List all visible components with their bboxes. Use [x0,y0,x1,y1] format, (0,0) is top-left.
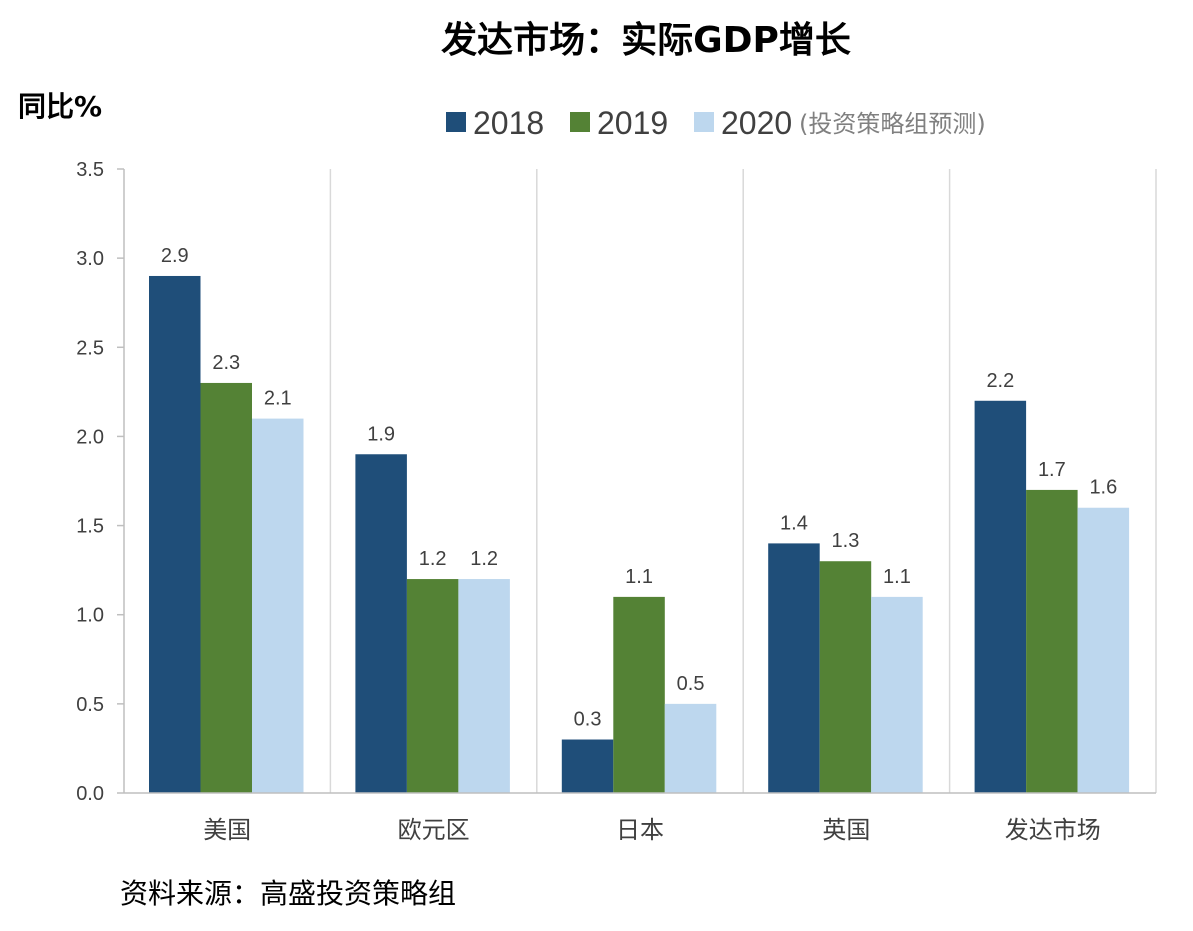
bar-2018 [561,739,614,793]
y-tick-label: 2.0 [76,426,104,448]
y-tick-label: 3.5 [76,159,104,181]
y-tick-label: 1.5 [76,516,104,538]
data-label: 1.1 [625,566,653,588]
legend: 2018 2019 2020 (投资策略组预测) [446,105,986,141]
legend-label: 2019 [597,105,668,141]
bar-2020 [1077,507,1130,793]
data-label: 1.6 [1089,477,1117,499]
chart-title: 发达市场：实际GDP增长 [441,20,851,61]
bar-2019 [1026,489,1078,793]
category-separators [329,169,1157,793]
data-label: 2.3 [212,352,240,374]
legend-swatch [694,112,714,132]
bar-2019 [406,579,459,793]
y-axis-label: 同比% [18,90,102,123]
x-tick-label: 美国 [203,816,251,844]
bar-2019 [613,596,665,793]
source-note: 资料来源：高盛投资策略组 [120,877,456,910]
data-label: 1.4 [780,512,808,534]
bar-2019 [819,561,872,793]
x-axis: 美国 欧元区 日本 英国 发达市场 [124,792,1156,844]
y-tick-label: 1.0 [76,605,104,627]
bar-2018 [768,543,820,793]
legend-note: (投资策略组预测) [799,110,986,138]
x-tick-label: 日本 [616,816,664,844]
data-label: 2.2 [986,370,1014,392]
legend-label: 2020 [721,105,792,141]
bar-2020 [458,579,510,793]
bars [149,275,1130,793]
data-label: 1.2 [419,548,447,570]
data-label: 1.9 [367,423,395,445]
bar-2018 [149,275,201,793]
x-tick-label: 英国 [822,816,870,844]
y-tick-label: 3.0 [76,248,104,270]
bar-2020 [871,596,923,793]
x-tick-label: 欧元区 [398,816,470,844]
data-label: 1.1 [883,566,911,588]
y-tick-label: 0.0 [76,783,104,805]
legend-swatch [570,112,590,132]
data-label: 0.3 [574,709,602,731]
data-label: 0.5 [677,673,705,695]
legend-label: 2018 [473,105,544,141]
bar-2018 [974,400,1027,793]
legend-swatch [446,112,466,132]
data-label: 2.1 [264,388,292,410]
y-tick-label: 2.5 [76,337,104,359]
data-label: 1.2 [470,548,498,570]
bar-2019 [200,382,252,793]
bar-2020 [252,418,304,793]
bar-2020 [664,703,717,793]
y-axis: 0.0 0.5 1.0 1.5 2.0 2.5 3.0 3.5 [76,159,125,805]
data-label: 1.7 [1038,459,1066,481]
data-labels: 2.9 2.3 2.1 1.9 1.2 1.2 0.3 1.1 0.5 1.4 1.3 1.1 2.2 1… [161,245,1117,731]
y-tick-label: 0.5 [76,694,104,716]
data-label: 1.3 [832,530,860,552]
data-label: 2.9 [161,245,189,267]
bar-2018 [355,454,407,793]
x-tick-label: 发达市场 [1005,816,1101,844]
